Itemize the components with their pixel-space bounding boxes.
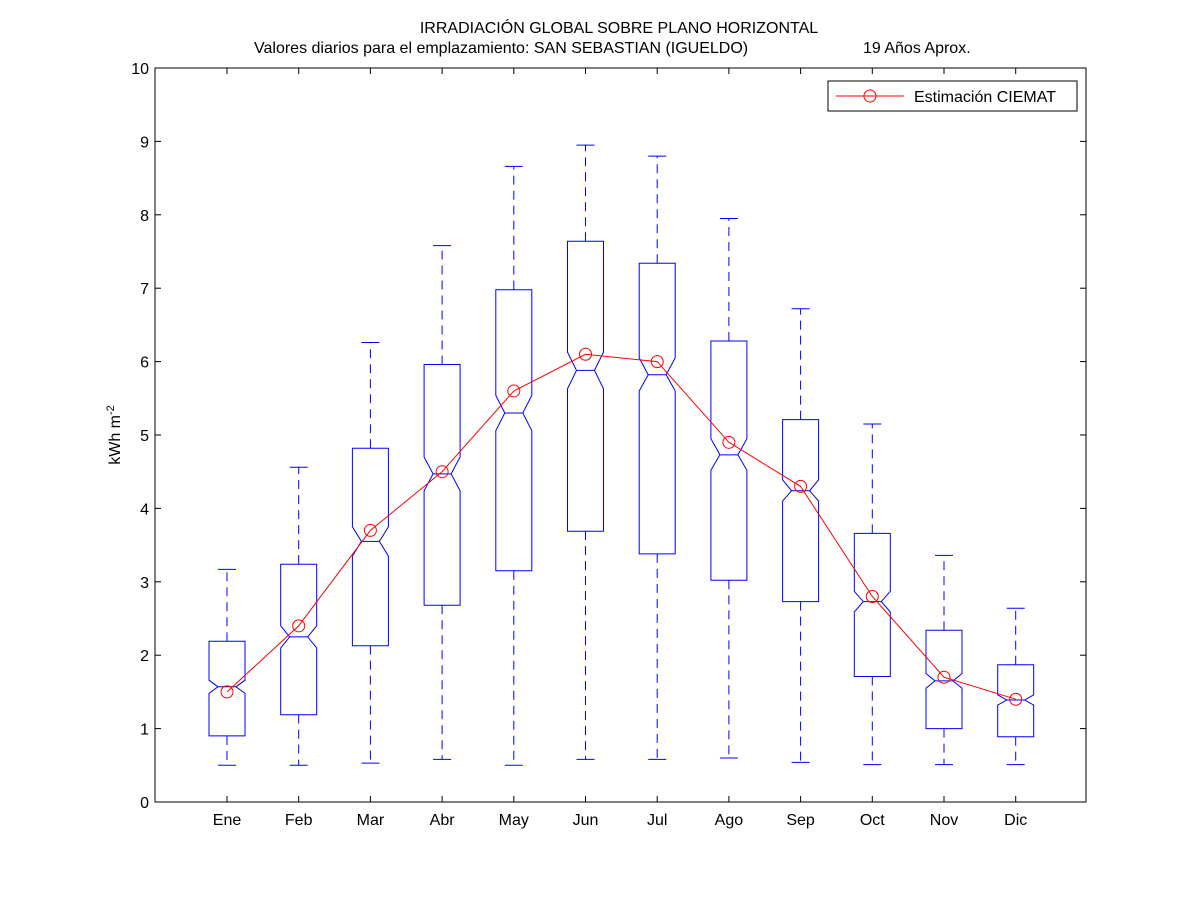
box-body (351, 447, 389, 647)
box-body (208, 640, 246, 737)
y-tick-label: 8 (140, 208, 149, 225)
box-jul (638, 155, 676, 760)
y-tick-label: 0 (140, 795, 149, 812)
box-body (567, 240, 604, 532)
x-tick-label-ago: Ago (715, 812, 744, 829)
series-line-estimacion (226, 353, 1016, 700)
y-tick-label: 1 (140, 722, 149, 739)
legend-marker-swatch (863, 89, 877, 103)
series-point-jul (650, 355, 664, 369)
x-tick-label-abr: Abr (430, 812, 456, 829)
x-tick-label-jun: Jun (573, 812, 599, 829)
y-axis-label-superscript: -2 (105, 405, 117, 415)
series-point-feb (292, 619, 306, 633)
chart-subtitle-left: Valores diarios para el emplazamiento: S… (254, 40, 748, 57)
y-tick-label: 7 (140, 281, 149, 298)
series-point-ago (722, 435, 736, 449)
box-body (638, 262, 676, 555)
x-axis-ticks: Ene Feb Mar Abr May Jun Jul Ago Sep Oct Nov Dic (213, 68, 1027, 829)
box-mar (351, 342, 389, 764)
x-tick-label-nov: Nov (930, 812, 958, 829)
series-point-dic (1009, 692, 1023, 706)
series-point-oct (865, 589, 879, 603)
svg-text:kWh m-2: kWh m-2 (105, 405, 124, 465)
y-tick-label: 6 (140, 355, 149, 372)
chart-title: IRRADIACIÓN GLOBAL SOBRE PLANO HORIZONTA… (420, 18, 818, 37)
series-point-nov (937, 670, 951, 684)
y-tick-label: 5 (140, 428, 149, 445)
box-sep (782, 308, 820, 763)
y-tick-label: 3 (140, 575, 149, 592)
legend-label-estimacion: Estimación CIEMAT (914, 89, 1056, 106)
legend: Estimación CIEMAT (827, 80, 1078, 112)
box-body (423, 364, 461, 606)
x-tick-label-feb: Feb (285, 812, 313, 829)
box-jun (567, 144, 604, 760)
x-tick-label-mar: Mar (357, 812, 385, 829)
box-body (782, 419, 820, 603)
y-tick-label: 9 (140, 134, 149, 151)
box-oct (853, 423, 891, 766)
box-body (495, 289, 533, 572)
y-tick-label: 4 (140, 501, 149, 518)
y-tick-label: 2 (140, 648, 149, 665)
box-may (495, 165, 533, 766)
box-nov (925, 554, 963, 766)
box-body (710, 340, 748, 581)
series-point-ene (220, 685, 234, 699)
series-point-mar (363, 523, 377, 537)
series-point-abr (435, 465, 449, 479)
y-tick-label: 10 (131, 61, 149, 78)
series-point-jun (579, 347, 592, 361)
y-axis-label-main: kWh m (107, 415, 124, 465)
box-body (853, 532, 891, 677)
x-tick-label-oct: Oct (860, 812, 885, 829)
chart-subtitle-right: 19 Años Aprox. (863, 40, 971, 57)
plot-area: 0 1 2 3 4 5 6 7 8 9 10 Ene Feb Mar Abr May Jun Jul Ago Sep… (131, 61, 1087, 829)
box-body (925, 629, 963, 730)
box-body (997, 664, 1035, 738)
plot-frame (154, 67, 1087, 803)
box-body (280, 563, 318, 716)
x-tick-label-may: May (499, 812, 529, 829)
y-axis-ticks: 0 1 2 3 4 5 6 7 8 9 10 (131, 61, 1086, 812)
x-tick-label-dic: Dic (1004, 812, 1027, 829)
plot-background (155, 68, 1086, 802)
x-tick-label-sep: Sep (786, 812, 815, 829)
y-axis-label: kWh m-2 (105, 405, 124, 465)
x-tick-label-jul: Jul (647, 812, 667, 829)
box-feb (280, 466, 318, 766)
box-ago (710, 217, 748, 759)
series-point-sep (794, 479, 808, 493)
x-tick-label-ene: Ene (213, 812, 242, 829)
series-point-may (507, 384, 521, 398)
series-group (220, 347, 1023, 706)
box-ene (208, 568, 246, 766)
box-dic (997, 607, 1035, 766)
box-group (208, 144, 1035, 766)
